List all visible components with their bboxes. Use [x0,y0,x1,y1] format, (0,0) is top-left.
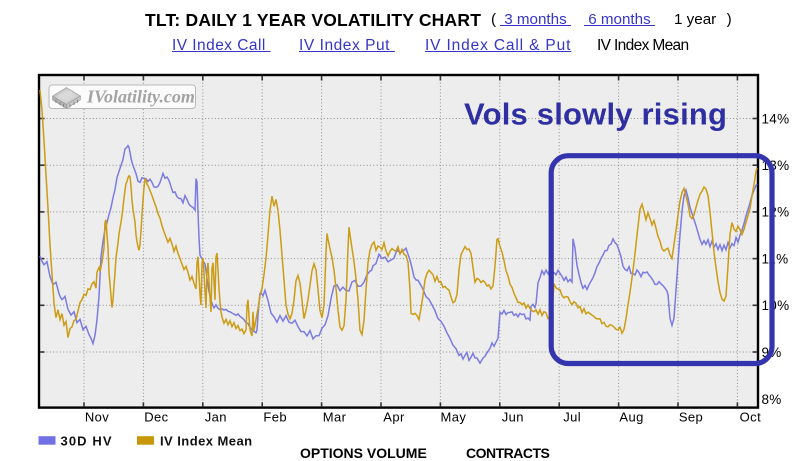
svg-text:Dec: Dec [144,410,168,425]
svg-text:Jan: Jan [205,410,227,425]
svg-text:Vols slowly rising: Vols slowly rising [464,97,727,132]
svg-text:12%: 12% [762,205,790,220]
svg-text:11%: 11% [762,251,789,266]
svg-text:May: May [441,410,467,425]
svg-text:Jul: Jul [563,410,581,425]
svg-text:IVolatility.com: IVolatility.com [86,87,195,107]
svg-text:Feb: Feb [263,410,287,425]
svg-text:Sep: Sep [679,410,703,425]
svg-text:10%: 10% [762,298,790,313]
svg-text:14%: 14% [762,111,790,126]
svg-text:Jun: Jun [502,410,524,425]
svg-text:Nov: Nov [85,410,109,425]
svg-text:Aug: Aug [619,410,643,425]
svg-text:Mar: Mar [323,410,347,425]
svg-text:30D HV: 30D HV [61,434,113,449]
svg-text:IV Index Mean: IV Index Mean [160,434,253,449]
svg-text:Oct: Oct [740,410,761,425]
svg-text:8%: 8% [762,392,782,407]
svg-text:Apr: Apr [383,410,405,425]
